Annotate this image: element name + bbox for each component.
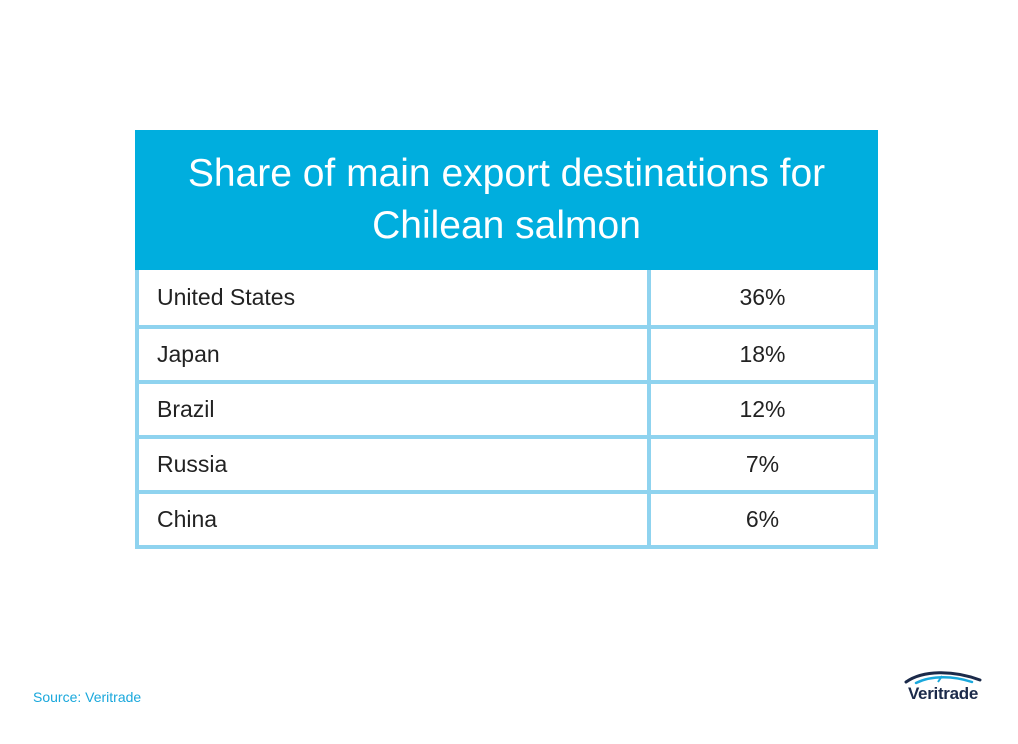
- logo-text: Veritrade: [907, 684, 979, 703]
- country-cell: United States: [139, 270, 651, 325]
- share-cell: 36%: [739, 284, 786, 310]
- table-row: Japan 18%: [139, 325, 874, 380]
- source-note: Source: Veritrade: [33, 689, 142, 705]
- country-cell: China: [139, 494, 651, 545]
- table-body: United States 36% Japan 18% Brazil 12% R…: [135, 270, 878, 549]
- country-cell: Brazil: [139, 384, 651, 435]
- share-cell: 6%: [745, 506, 780, 532]
- share-cell: 18%: [739, 341, 786, 367]
- country-cell: Russia: [139, 439, 651, 490]
- veritrade-logo: Veritrade: [898, 668, 988, 714]
- country-cell: Japan: [139, 329, 651, 380]
- export-share-table: Share of main export destinations for Ch…: [135, 130, 878, 549]
- table-title: Share of main export destinations for Ch…: [187, 152, 826, 247]
- share-cell: 7%: [745, 451, 780, 477]
- table-row: Brazil 12%: [139, 380, 874, 435]
- logo-swoosh-icon: [904, 671, 982, 685]
- table-row: China 6%: [139, 490, 874, 545]
- share-cell: 12%: [739, 396, 786, 422]
- table-row: Russia 7%: [139, 435, 874, 490]
- table-header: Share of main export destinations for Ch…: [135, 130, 878, 270]
- table-row: United States 36%: [139, 270, 874, 325]
